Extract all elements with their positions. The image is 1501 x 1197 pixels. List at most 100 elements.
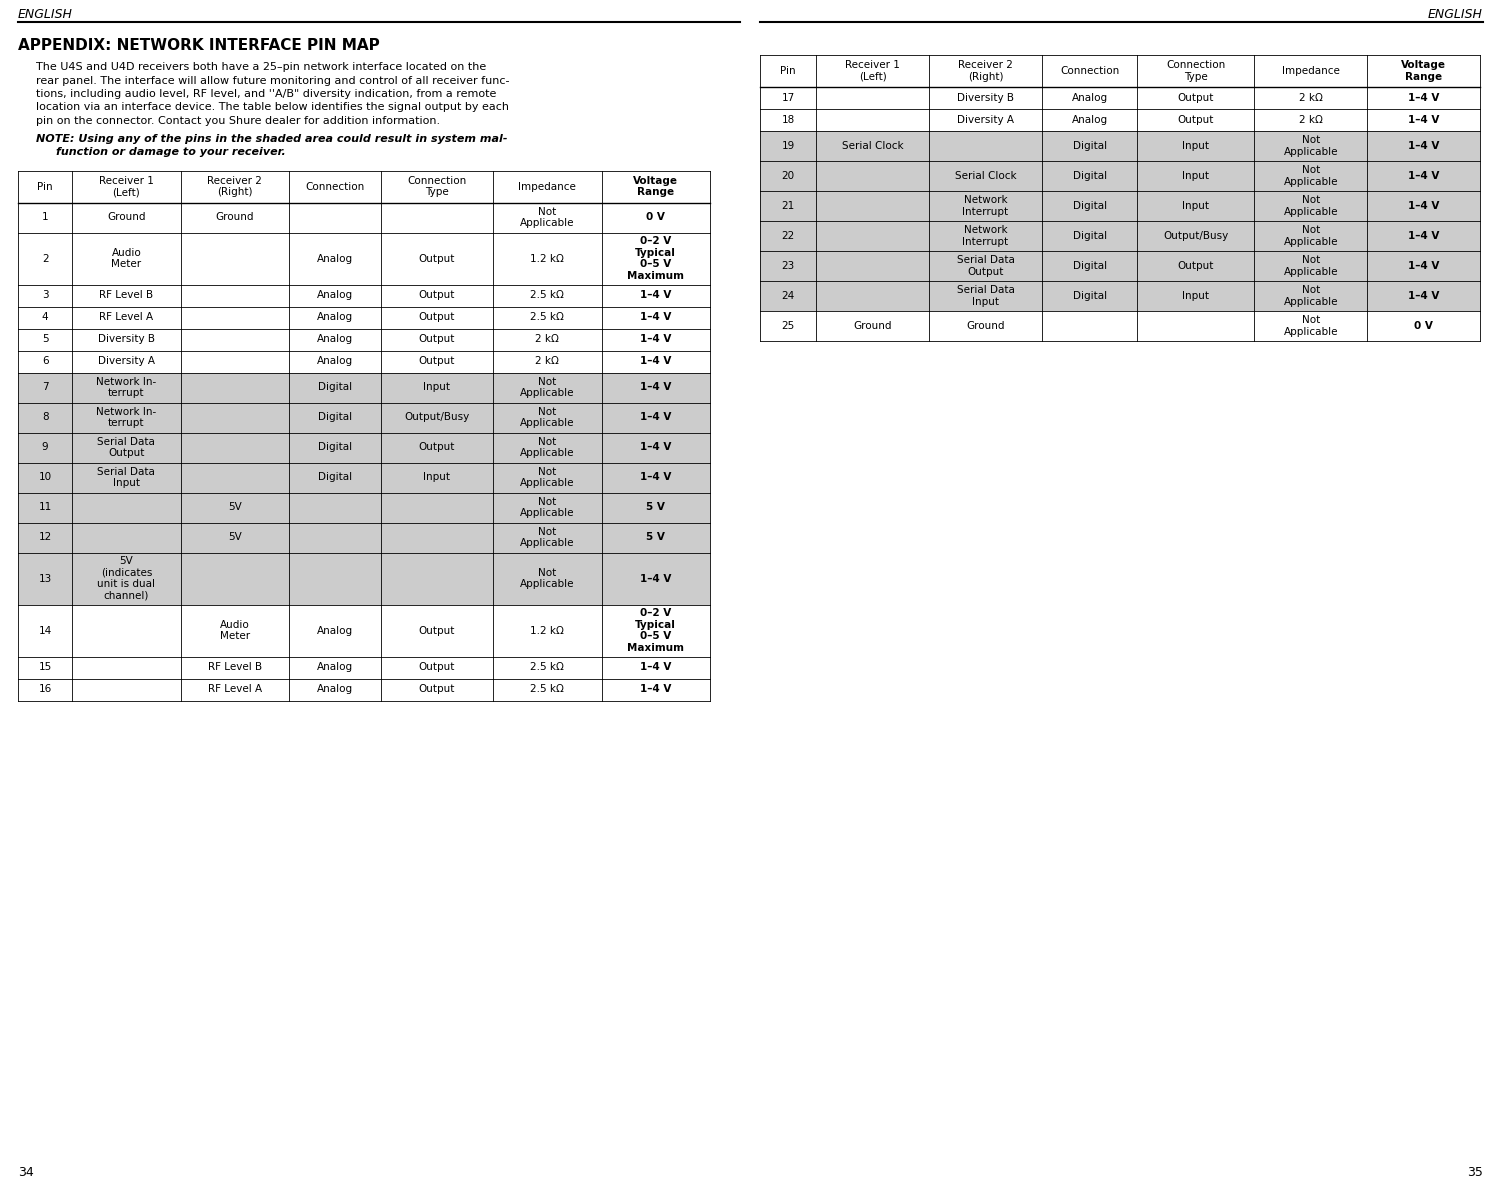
Text: Network In-
terrupt: Network In- terrupt [96,407,156,429]
Text: 2.5 kΩ: 2.5 kΩ [530,291,564,300]
Text: Output: Output [419,443,455,452]
Bar [760,311,1480,341]
Text: Connection
Type: Connection Type [1166,60,1225,81]
Text: Receiver 1
(Left): Receiver 1 (Left) [99,176,153,198]
Text: 6: 6 [42,357,48,366]
Text: Serial Data
Output: Serial Data Output [98,437,155,458]
Text: 1–4 V: 1–4 V [1408,93,1439,103]
Text: ENGLISH: ENGLISH [1427,8,1483,22]
Text: Not
Applicable: Not Applicable [521,207,575,229]
Text: Network
Interrupt: Network Interrupt [962,195,1009,217]
Text: Diversity B: Diversity B [958,93,1015,103]
Bar [760,87,1480,109]
Text: 1–4 V: 1–4 V [639,573,671,583]
Text: The U4S and U4D receivers both have a 25–pin network interface located on the: The U4S and U4D receivers both have a 25… [36,62,486,72]
Text: 22: 22 [782,231,796,241]
Text: Not
Applicable: Not Applicable [521,527,575,548]
Text: 10: 10 [39,473,51,482]
Text: 2.5 kΩ: 2.5 kΩ [530,685,564,694]
Bar [760,221,1480,251]
Text: 5 V: 5 V [647,503,665,512]
Text: 1–4 V: 1–4 V [1408,171,1439,181]
Text: 34: 34 [18,1166,33,1179]
Text: Audio
Meter: Audio Meter [219,620,249,642]
Text: 0–2 V
Typical
0–5 V
Maximum: 0–2 V Typical 0–5 V Maximum [627,236,684,281]
Text: Analog: Analog [317,254,353,263]
Text: 2: 2 [42,254,48,263]
Bar [18,285,710,306]
Text: Impedance: Impedance [518,182,576,192]
Text: Not
Applicable: Not Applicable [521,567,575,589]
Bar [18,432,710,462]
Text: Output: Output [419,357,455,366]
Bar [760,130,1480,162]
Text: 1.2 kΩ: 1.2 kΩ [530,626,564,636]
Bar [18,170,710,202]
Text: Impedance: Impedance [1282,66,1340,75]
Text: Voltage
Range: Voltage Range [1400,60,1445,81]
Text: Analog: Analog [317,662,353,673]
Text: 2 kΩ: 2 kΩ [536,357,560,366]
Text: Output: Output [1178,115,1214,124]
Text: 0 V: 0 V [1414,321,1433,332]
Text: Analog: Analog [1072,115,1108,124]
Text: Analog: Analog [317,357,353,366]
Text: 12: 12 [39,533,51,542]
Text: 1–4 V: 1–4 V [639,662,671,673]
Text: 1–4 V: 1–4 V [639,291,671,300]
Text: Ground: Ground [216,213,254,223]
Text: 17: 17 [782,93,796,103]
Text: Serial Clock: Serial Clock [955,171,1016,181]
Text: Not
Applicable: Not Applicable [1283,135,1337,157]
Text: 15: 15 [39,662,51,673]
Text: 1–4 V: 1–4 V [639,473,671,482]
Text: 1–4 V: 1–4 V [639,685,671,694]
Text: Ground: Ground [967,321,1004,332]
Text: Output/Busy: Output/Busy [1163,231,1228,241]
Text: Not
Applicable: Not Applicable [1283,315,1337,336]
Text: 4: 4 [42,312,48,322]
Text: 2 kΩ: 2 kΩ [1298,115,1322,124]
Text: 1–4 V: 1–4 V [639,312,671,322]
Bar [18,202,710,232]
Text: 1–4 V: 1–4 V [1408,261,1439,271]
Text: 5V: 5V [228,503,242,512]
Text: APPENDIX: NETWORK INTERFACE PIN MAP: APPENDIX: NETWORK INTERFACE PIN MAP [18,38,380,53]
Bar [760,281,1480,311]
Text: Input: Input [423,473,450,482]
Text: Not
Applicable: Not Applicable [521,377,575,399]
Text: Not
Applicable: Not Applicable [521,437,575,458]
Bar [760,251,1480,281]
Bar [18,402,710,432]
Text: pin on the connector. Contact you Shure dealer for addition information.: pin on the connector. Contact you Shure … [36,116,440,126]
Text: RF Level A: RF Level A [99,312,153,322]
Text: Output: Output [419,685,455,694]
Bar [760,109,1480,130]
Text: 1–4 V: 1–4 V [1408,231,1439,241]
Text: Input: Input [1183,201,1210,211]
Text: 14: 14 [39,626,51,636]
Text: 13: 13 [39,573,51,583]
Text: 2.5 kΩ: 2.5 kΩ [530,312,564,322]
Text: Not
Applicable: Not Applicable [1283,195,1337,217]
Text: 1–4 V: 1–4 V [1408,291,1439,300]
Text: Not
Applicable: Not Applicable [1283,165,1337,187]
Text: Diversity A: Diversity A [958,115,1015,124]
Text: 25: 25 [782,321,796,332]
Text: Output: Output [419,626,455,636]
Text: Analog: Analog [317,291,353,300]
Text: RF Level B: RF Level B [207,662,261,673]
Text: ENGLISH: ENGLISH [18,8,74,22]
Text: Digital: Digital [1073,141,1106,151]
Text: Pin: Pin [781,66,796,75]
Text: Network In-
terrupt: Network In- terrupt [96,377,156,399]
Text: 1–4 V: 1–4 V [639,383,671,393]
Text: Diversity B: Diversity B [98,334,155,345]
Text: Voltage
Range: Voltage Range [633,176,678,198]
Text: Analog: Analog [1072,93,1108,103]
Text: Output: Output [419,334,455,345]
Bar [18,553,710,604]
Text: 1–4 V: 1–4 V [639,413,671,423]
Bar [18,351,710,372]
Text: Diversity A: Diversity A [98,357,155,366]
